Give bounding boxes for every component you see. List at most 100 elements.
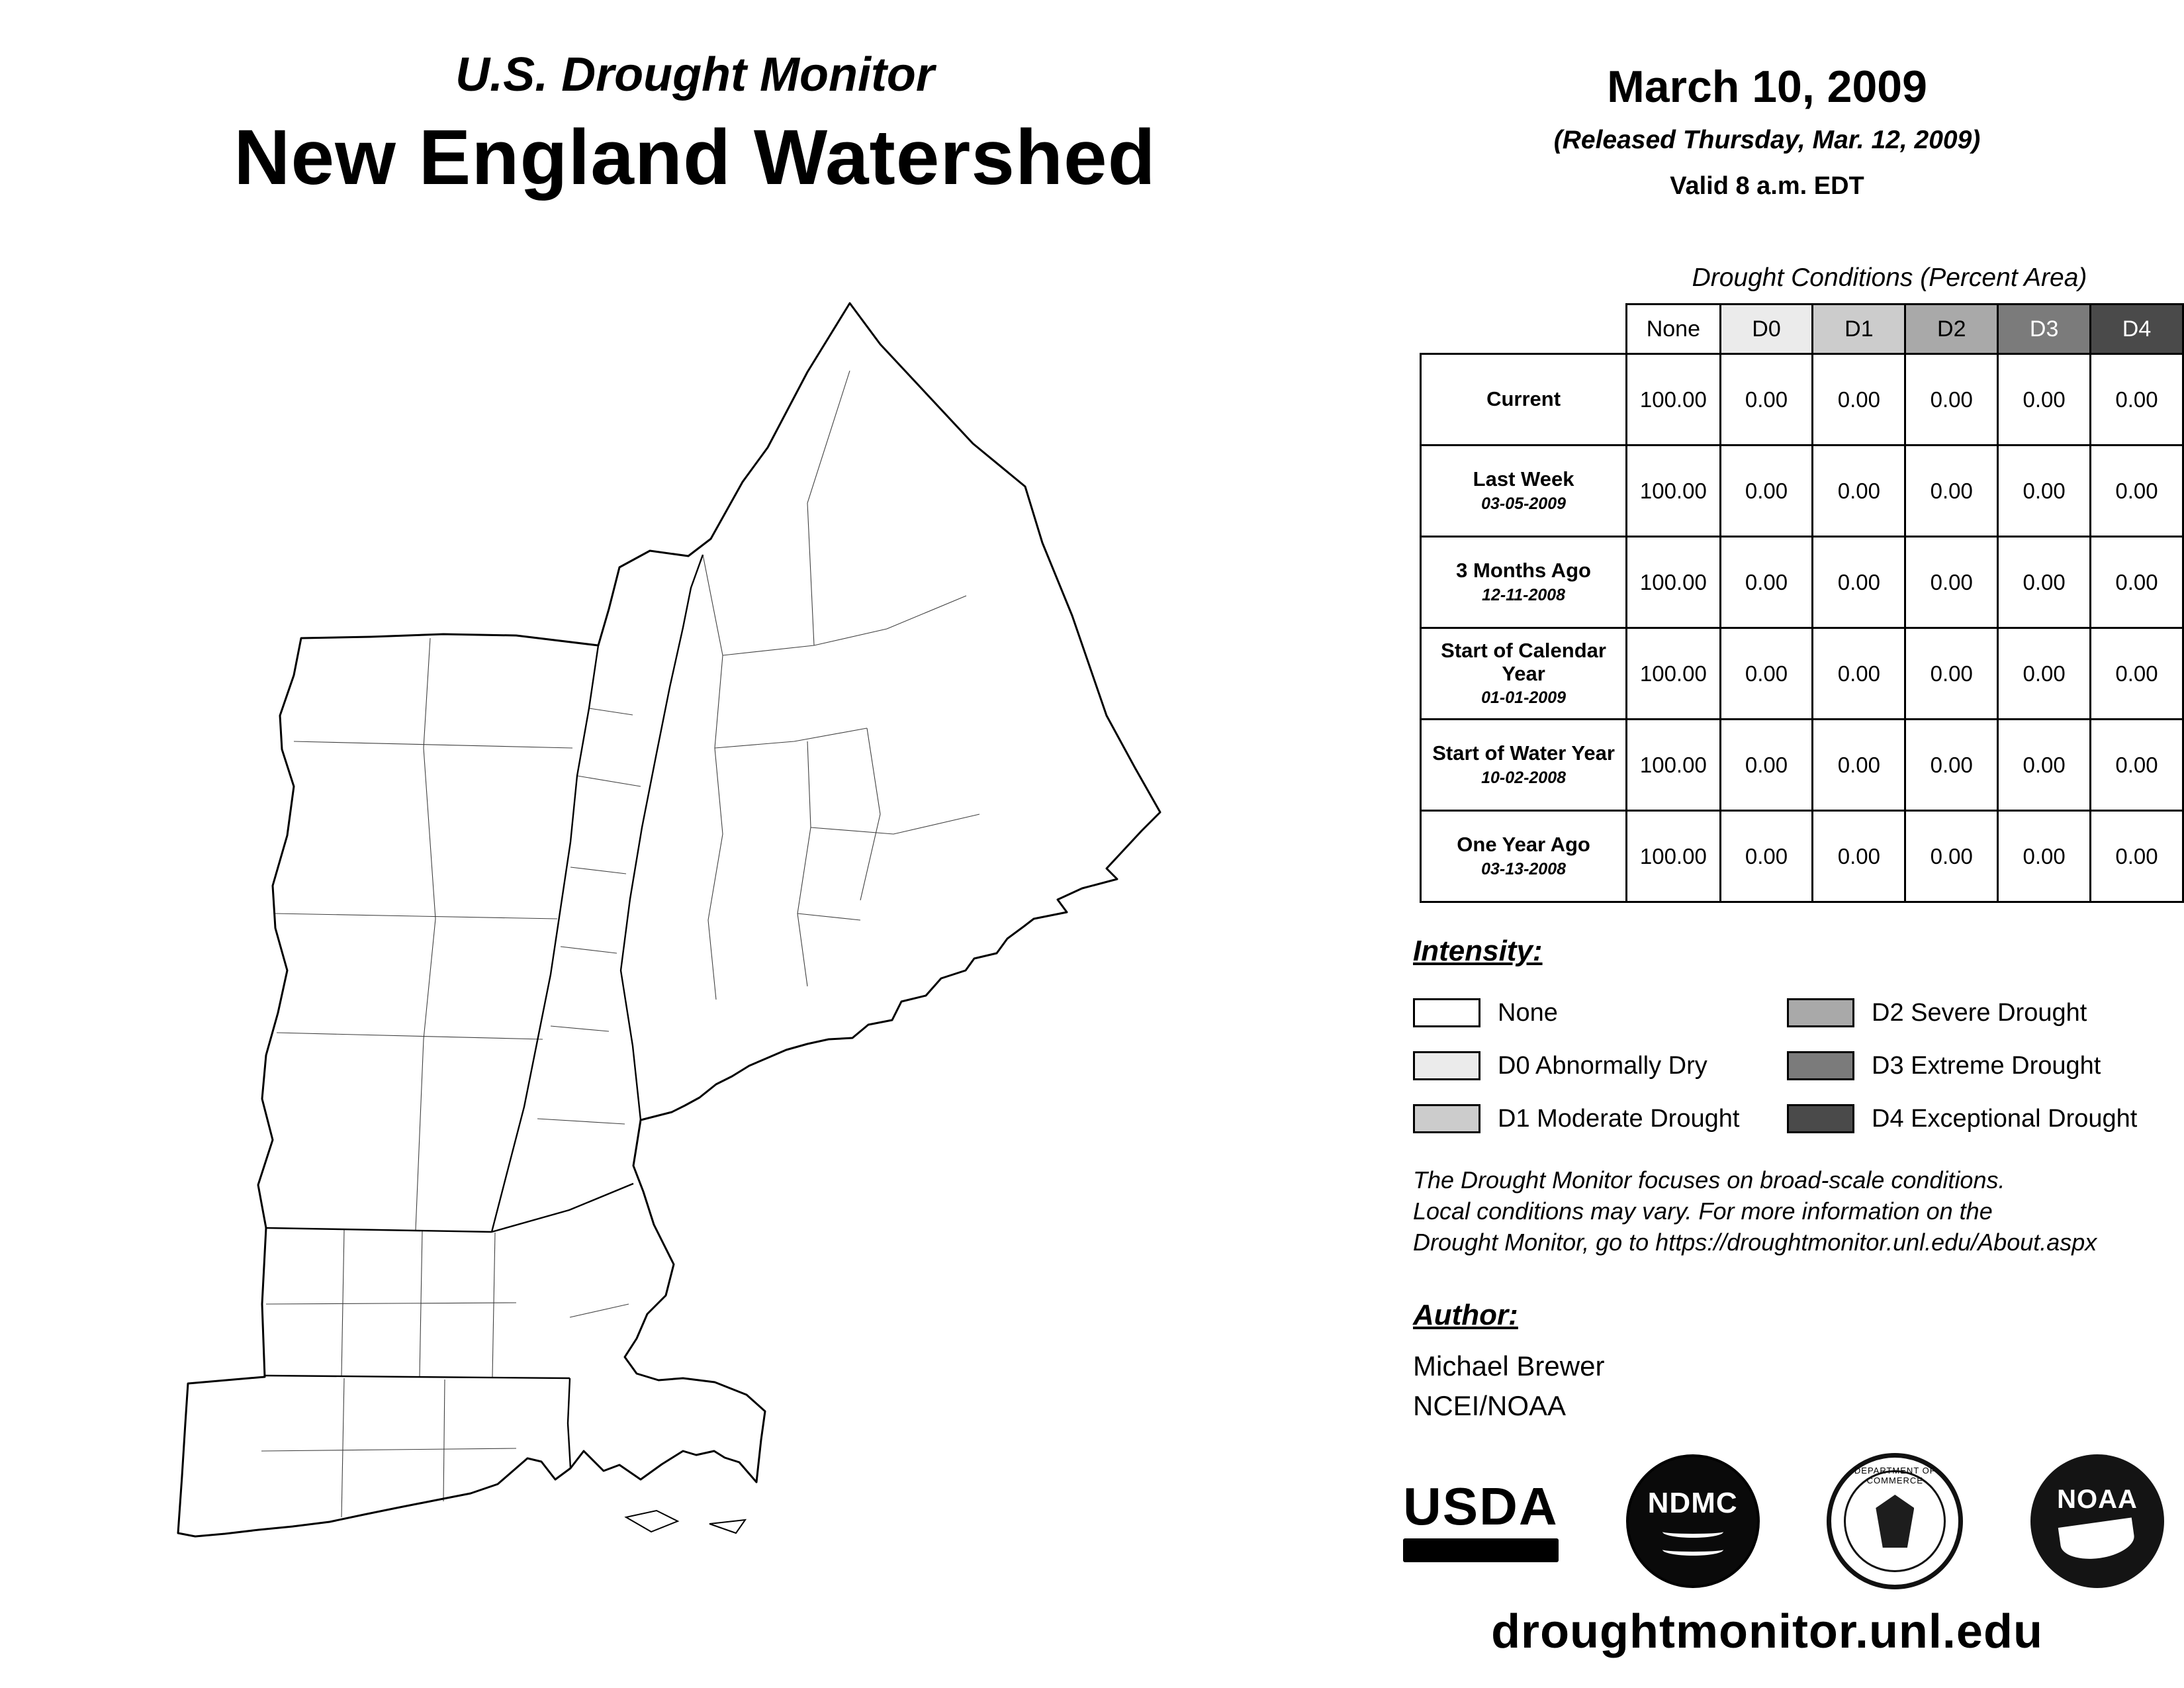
value-cell: 0.00 xyxy=(1719,353,1814,446)
ndmc-logo-text: NDMC xyxy=(1647,1487,1738,1519)
value-cell: 0.00 xyxy=(1719,444,1814,538)
column-header-d1: D1 xyxy=(1811,303,1907,355)
value-cell: 0.00 xyxy=(1811,536,1907,629)
table-caption: Drought Conditions (Percent Area) xyxy=(1692,263,2087,292)
column-header-d4: D4 xyxy=(2089,303,2184,355)
valid-time: Valid 8 a.m. EDT xyxy=(1670,172,1864,200)
author-heading: Author: xyxy=(1413,1299,1518,1331)
value-cell: 0.00 xyxy=(2089,718,2184,812)
none-swatch xyxy=(1413,998,1480,1027)
row-label: Start of Water Year xyxy=(1432,741,1615,765)
value-cell: 0.00 xyxy=(1904,718,1999,812)
d2-swatch xyxy=(1787,998,1854,1027)
value-cell: 0.00 xyxy=(2089,536,2184,629)
column-header-d0: D0 xyxy=(1719,303,1814,355)
value-cell: 0.00 xyxy=(1904,627,1999,720)
value-cell: 0.00 xyxy=(1997,536,2092,629)
row-header-one-year-ago: One Year Ago 03-13-2008 xyxy=(1419,810,1628,903)
commerce-eagle-emblem xyxy=(1876,1495,1915,1548)
value-cell: 0.00 xyxy=(1719,718,1814,812)
map-date: March 10, 2009 xyxy=(1607,62,1927,112)
row-date: 03-13-2008 xyxy=(1481,859,1567,878)
ndmc-wave-decoration xyxy=(1662,1526,1723,1538)
row-header-start-water-year: Start of Water Year 10-02-2008 xyxy=(1419,718,1628,812)
usda-logo-text: USDA xyxy=(1403,1477,1559,1536)
row-label: Last Week xyxy=(1473,467,1574,491)
table-header-row: None D0 D1 D2 D3 D4 xyxy=(1420,303,2184,355)
new-england-map xyxy=(146,285,1271,1642)
value-cell: 100.00 xyxy=(1625,536,1721,629)
map-svg xyxy=(177,302,1161,1538)
release-date: (Released Thursday, Mar. 12, 2009) xyxy=(1553,126,1981,154)
column-header-d2: D2 xyxy=(1904,303,1999,355)
value-cell: 0.00 xyxy=(1997,627,2092,720)
value-cell: 0.00 xyxy=(1997,810,2092,903)
value-cell: 0.00 xyxy=(1811,810,1907,903)
disclaimer-line: The Drought Monitor focuses on broad-sca… xyxy=(1413,1166,2005,1194)
ndmc-wave-decoration xyxy=(1662,1544,1723,1556)
noaa-logo-icon: NOAA xyxy=(2030,1454,2164,1588)
drought-conditions-table: None D0 D1 D2 D3 D4 Current 100.00 0.00 … xyxy=(1419,303,2184,903)
d4-swatch xyxy=(1787,1104,1854,1133)
new-england-outline xyxy=(177,302,1161,1538)
author-org: NCEI/NOAA xyxy=(1413,1390,1567,1421)
author-block: Author: Michael Brewer NCEI/NOAA xyxy=(1413,1299,1604,1422)
legend-item-none: None xyxy=(1413,998,1787,1027)
value-cell: 0.00 xyxy=(1904,810,1999,903)
commerce-seal-inner-ring xyxy=(1844,1470,1946,1572)
column-header-d3: D3 xyxy=(1997,303,2092,355)
author-name: Michael Brewer xyxy=(1413,1350,1605,1382)
legend-item-d1: D1 Moderate Drought xyxy=(1413,1104,1787,1133)
legend-item-d3: D3 Extreme Drought xyxy=(1787,1051,2181,1080)
table-row: Last Week 03-05-2009 100.00 0.00 0.00 0.… xyxy=(1419,444,2184,538)
row-label: 3 Months Ago xyxy=(1456,559,1591,583)
row-header-start-calendar-year: Start of Calendar Year 01-01-2009 xyxy=(1419,627,1628,720)
table-row: Current 100.00 0.00 0.00 0.00 0.00 0.00 xyxy=(1419,353,2184,446)
usda-logo-bar xyxy=(1403,1538,1559,1562)
value-cell: 0.00 xyxy=(1811,718,1907,812)
row-header-last-week: Last Week 03-05-2009 xyxy=(1419,444,1628,538)
logo-row: USDA NDMC DEPARTMENT OF COMMERCE NOAA xyxy=(1403,1448,2164,1594)
row-date: 01-01-2009 xyxy=(1481,688,1567,708)
county-borders xyxy=(261,370,980,1518)
row-date: 03-05-2009 xyxy=(1481,494,1567,513)
value-cell: 0.00 xyxy=(1811,353,1907,446)
table-row: 3 Months Ago 12-11-2008 100.00 0.00 0.00… xyxy=(1419,536,2184,629)
value-cell: 0.00 xyxy=(2089,444,2184,538)
row-date: 12-11-2008 xyxy=(1482,585,1566,604)
value-cell: 0.00 xyxy=(1997,718,2092,812)
value-cell: 100.00 xyxy=(1625,353,1721,446)
report-series-title: U.S. Drought Monitor xyxy=(455,48,934,101)
legend-item-d0: D0 Abnormally Dry xyxy=(1413,1051,1787,1080)
legend-label: D3 Extreme Drought xyxy=(1872,1051,2101,1080)
value-cell: 0.00 xyxy=(1904,353,1999,446)
disclaimer-line: Local conditions may vary. For more info… xyxy=(1413,1197,1993,1225)
table-row: Start of Calendar Year 01-01-2009 100.00… xyxy=(1419,627,2184,720)
value-cell: 0.00 xyxy=(2089,353,2184,446)
region-title: New England Watershed xyxy=(234,114,1156,201)
row-label: One Year Ago xyxy=(1457,833,1590,857)
date-block: March 10, 2009 (Released Thursday, Mar. … xyxy=(1377,61,2158,201)
legend-label: D1 Moderate Drought xyxy=(1498,1104,1740,1133)
website-url: droughtmonitor.unl.edu xyxy=(1491,1605,2043,1658)
legend-label: D0 Abnormally Dry xyxy=(1498,1051,1707,1080)
d1-swatch xyxy=(1413,1104,1480,1133)
table-row: One Year Ago 03-13-2008 100.00 0.00 0.00… xyxy=(1419,810,2184,903)
disclaimer-line: Drought Monitor, go to https://droughtmo… xyxy=(1413,1228,2097,1256)
row-header-current: Current xyxy=(1419,353,1628,446)
value-cell: 0.00 xyxy=(1719,536,1814,629)
legend-label: None xyxy=(1498,998,1558,1027)
row-header-3-months-ago: 3 Months Ago 12-11-2008 xyxy=(1419,536,1628,629)
ndmc-logo-icon: NDMC xyxy=(1625,1454,1760,1588)
value-cell: 0.00 xyxy=(1811,627,1907,720)
d0-swatch xyxy=(1413,1051,1480,1080)
commerce-seal-icon: DEPARTMENT OF COMMERCE xyxy=(1827,1453,1964,1589)
value-cell: 100.00 xyxy=(1625,718,1721,812)
noaa-seagull-shape xyxy=(2058,1517,2137,1564)
value-cell: 0.00 xyxy=(1719,627,1814,720)
value-cell: 100.00 xyxy=(1625,444,1721,538)
value-cell: 0.00 xyxy=(1811,444,1907,538)
value-cell: 100.00 xyxy=(1625,810,1721,903)
legend-grid: None D0 Abnormally Dry D1 Moderate Droug… xyxy=(1413,986,2181,1145)
